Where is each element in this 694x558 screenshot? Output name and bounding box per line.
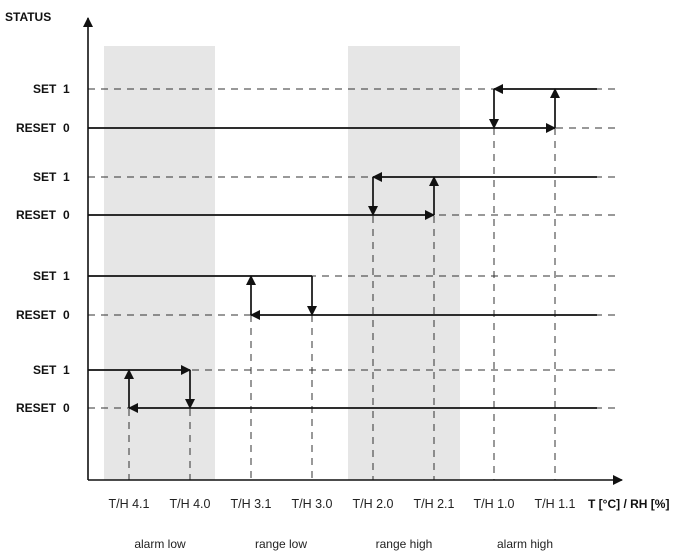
x-tick-label: T/H 2.0 [353,497,394,511]
zone-labels: alarm low range low range high alarm hig… [134,537,553,551]
hysteresis-range-high [88,172,597,220]
reset-value: 0 [63,308,70,322]
zone-shade-alarm-low [104,46,215,480]
reset-label: RESET [16,401,57,415]
x-tick-label: T/H 3.1 [231,497,272,511]
hysteresis-range-low [88,275,597,320]
zone-label-alarm-high: alarm high [497,537,553,551]
zone-label-range-low: range low [255,537,307,551]
x-tick-labels: T/H 4.1 T/H 4.0 T/H 3.1 T/H 3.0 T/H 2.0 … [109,497,576,511]
reset-value: 0 [63,208,70,222]
set-value: 1 [63,363,70,377]
set-label: SET [33,363,57,377]
x-tick-label: T/H 2.1 [414,497,455,511]
x-axis-label: T [°C] / RH [%] [588,497,669,511]
set-value: 1 [63,269,70,283]
y-axis-label: STATUS [5,10,51,24]
reset-label: RESET [16,308,57,322]
reset-label: RESET [16,208,57,222]
x-tick-label: T/H 4.0 [170,497,211,511]
zone-label-range-high: range high [376,537,433,551]
set-label: SET [33,82,57,96]
level-labels: SET 1 RESET 0 SET 1 RESET 0 SET 1 RESET … [16,82,70,415]
reset-value: 0 [63,121,70,135]
hysteresis-alarm-low [88,365,597,413]
x-tick-label: T/H 1.0 [474,497,515,511]
reset-value: 0 [63,401,70,415]
reset-label: RESET [16,121,57,135]
set-label: SET [33,170,57,184]
zone-shade-range-high [348,46,460,480]
set-value: 1 [63,82,70,96]
x-tick-label: T/H 3.0 [292,497,333,511]
set-label: SET [33,269,57,283]
x-tick-label: T/H 4.1 [109,497,150,511]
hysteresis-alarm-high [88,84,597,133]
set-value: 1 [63,170,70,184]
threshold-gridlines [128,89,556,480]
zone-label-alarm-low: alarm low [134,537,186,551]
x-tick-label: T/H 1.1 [535,497,576,511]
